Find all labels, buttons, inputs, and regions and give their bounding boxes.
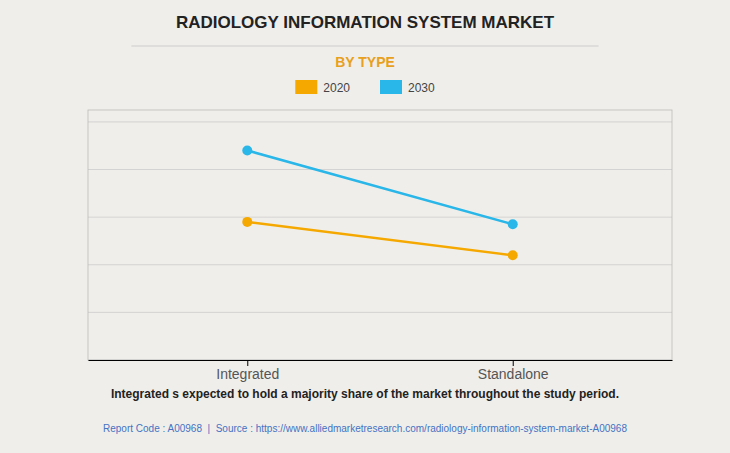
grid-line: [88, 312, 672, 313]
legend-label: 2020: [323, 81, 350, 95]
grid-line: [88, 217, 672, 218]
grid: [88, 122, 672, 360]
series-point: [508, 219, 518, 229]
x-tick: Integrated: [216, 360, 279, 382]
legend-swatch: [295, 80, 317, 94]
series-point: [242, 145, 252, 155]
legend-item: 2020: [295, 80, 350, 95]
legend-label: 2030: [408, 81, 435, 95]
x-tick-label: Integrated: [216, 366, 279, 382]
series-point: [508, 250, 518, 260]
legend-swatch: [380, 80, 402, 94]
series-line: [247, 222, 512, 255]
grid-line: [88, 169, 672, 170]
chart: RADIOLOGY INFORMATION SYSTEM MARKET BY TY…: [0, 0, 730, 453]
plot-frame: [88, 110, 672, 360]
separator: [131, 46, 598, 47]
legend-item: 2030: [380, 80, 435, 95]
subtitle: BY TYPE: [335, 54, 395, 70]
legend: 2020 2030: [295, 80, 435, 95]
x-tick-label: Standalone: [478, 366, 549, 382]
grid-line: [88, 264, 672, 265]
series-point: [242, 217, 252, 227]
grid-line: [88, 121, 672, 122]
x-axis-line: [89, 360, 673, 361]
annotation: Report Code : A00968 | Source : https://…: [103, 423, 627, 434]
plot-area: Integrated Standalone: [88, 110, 673, 382]
series-line: [247, 150, 512, 224]
x-axis: Integrated Standalone: [89, 360, 673, 382]
marks: [242, 145, 517, 260]
annotation: Integrated s expected to hold a majority…: [111, 387, 619, 401]
title: RADIOLOGY INFORMATION SYSTEM MARKET: [176, 13, 555, 32]
x-tick: Standalone: [478, 360, 549, 382]
